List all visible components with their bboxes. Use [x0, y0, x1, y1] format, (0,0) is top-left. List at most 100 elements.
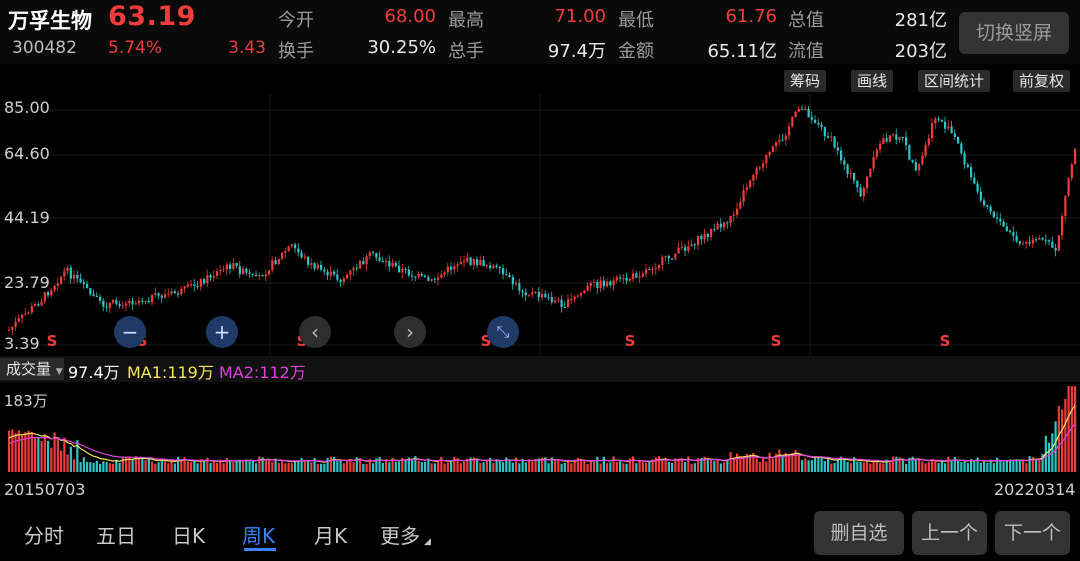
candle-body [762, 163, 765, 168]
volume-bar [700, 458, 703, 472]
volume-bar [576, 457, 579, 472]
candle-body [320, 264, 323, 270]
candle-body [732, 214, 735, 216]
volume-bar [924, 463, 927, 472]
volume-bar [966, 463, 969, 472]
y-tick-85: 85.00 [4, 98, 50, 117]
candle-body [752, 174, 755, 181]
volume-bar [73, 459, 76, 472]
volume-bar [264, 459, 267, 472]
volume-bar [417, 460, 420, 472]
candle-body [970, 167, 973, 178]
volume-bar [411, 458, 414, 472]
volume-bar [505, 457, 508, 472]
tab-more[interactable]: 更多 [380, 524, 420, 548]
forward-adjust-button[interactable]: 前复权 [1013, 70, 1071, 92]
candle-body [1074, 149, 1077, 165]
candle-body [450, 266, 453, 270]
chips-button[interactable]: 筹码 [784, 70, 827, 92]
volume-bar [833, 463, 836, 472]
volume-bar [1070, 386, 1073, 472]
volume-bar [593, 461, 596, 472]
candle-body [986, 205, 989, 207]
tab-weekly-k[interactable]: 周K [242, 524, 276, 548]
kline-chart[interactable]: SSSSSSS [0, 94, 1080, 356]
candle-body [313, 262, 316, 269]
candle-body [882, 138, 885, 144]
volume-bar [612, 456, 615, 472]
previous-stock-button[interactable]: 上一个 [912, 511, 987, 555]
zoom-out-button[interactable]: − [114, 316, 146, 348]
candle-body [53, 285, 56, 291]
volume-bar [814, 457, 817, 472]
candle-body [895, 134, 898, 140]
candle-body [758, 167, 761, 169]
switch-portrait-button[interactable]: 切换竖屏 [959, 12, 1069, 54]
range-stats-button[interactable]: 区间统计 [918, 70, 991, 92]
candle-body [638, 276, 641, 278]
tab-monthly-k[interactable]: 月K [314, 524, 348, 548]
next-stock-button[interactable]: 下一个 [995, 511, 1070, 555]
volume-bar [950, 460, 953, 472]
candle-body [628, 278, 631, 281]
fit-screen-button[interactable]: ⤡ [487, 316, 519, 348]
volume-bar [648, 461, 651, 472]
volume-bar [716, 459, 719, 472]
candle-body [661, 257, 664, 266]
candle-body [872, 156, 875, 169]
volume-bar [544, 457, 547, 472]
volume-bar [684, 461, 687, 472]
volume-bar [755, 458, 758, 472]
volume-bar [940, 460, 943, 472]
volume-bar [307, 460, 310, 472]
candle-body [674, 253, 677, 259]
candle-body [34, 304, 37, 307]
candle-body [1041, 237, 1044, 240]
volume-bar [154, 463, 157, 472]
candle-body [524, 292, 527, 296]
tab-five-day[interactable]: 五日 [96, 524, 136, 548]
volume-bar [381, 462, 384, 472]
tab-daily-k[interactable]: 日K [172, 524, 206, 548]
scroll-left-button[interactable]: ‹ [299, 316, 331, 348]
indicator-selector[interactable]: 成交量 ▼ [0, 358, 64, 380]
volume-bar [287, 462, 290, 472]
volume-bar [206, 457, 209, 472]
scroll-right-button[interactable]: › [394, 316, 426, 348]
volume-bar [778, 449, 781, 472]
y-tick-23: 23.79 [4, 273, 50, 292]
candle-body [1048, 240, 1051, 242]
candle-body [635, 273, 638, 278]
candle-body [875, 149, 878, 157]
volume-bar [359, 458, 362, 472]
candle-body [430, 279, 433, 281]
tab-intraday[interactable]: 分时 [24, 524, 64, 548]
candle-body [186, 284, 189, 287]
volume-bar [771, 458, 774, 472]
volume-bar [346, 459, 349, 472]
stock-price: 63.19 [108, 1, 196, 32]
candle-body [908, 145, 911, 160]
candle-body [914, 162, 917, 171]
candle-body [242, 268, 245, 275]
volume-bar [177, 456, 180, 472]
candle-body [1070, 164, 1073, 179]
candle-body [60, 276, 63, 284]
volume-bar [729, 452, 732, 472]
draw-line-button[interactable]: 画线 [851, 70, 894, 92]
candle-body [310, 262, 313, 265]
zoom-in-button[interactable]: + [206, 316, 238, 348]
candle-body [905, 137, 908, 146]
y-tick-44: 44.19 [4, 208, 50, 227]
candle-body [765, 155, 768, 164]
volume-bar [693, 463, 696, 472]
candle-body [547, 297, 550, 299]
volume-chart[interactable] [0, 382, 1080, 472]
candle-body [170, 291, 173, 294]
candle-body [502, 268, 505, 275]
volume-bar [862, 462, 865, 472]
volume-bar [680, 458, 683, 472]
candle-body [495, 265, 498, 268]
volume-bar [869, 463, 872, 472]
remove-watchlist-button[interactable]: 删自选 [814, 511, 904, 555]
